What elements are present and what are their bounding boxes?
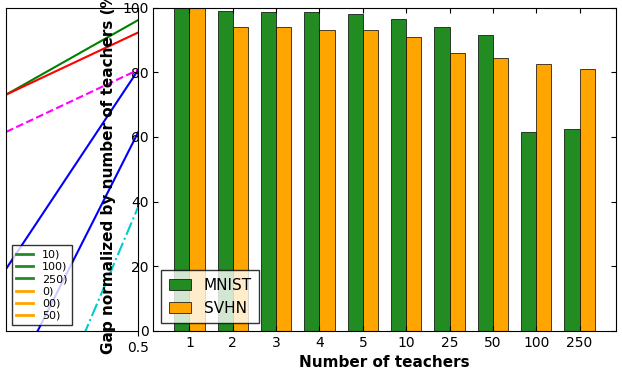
Bar <box>493 58 508 331</box>
Bar <box>391 19 406 331</box>
Y-axis label: Gap normalized by number of teachers (%): Gap normalized by number of teachers (%) <box>101 0 116 353</box>
Bar <box>233 27 248 331</box>
Bar <box>536 64 552 331</box>
Bar <box>434 27 450 331</box>
Bar <box>304 12 320 331</box>
Bar <box>190 8 205 331</box>
Legend: MNIST, SVHN: MNIST, SVHN <box>161 270 259 323</box>
Bar <box>450 53 465 331</box>
Bar <box>564 129 580 331</box>
Bar <box>218 11 233 331</box>
Bar <box>261 12 276 331</box>
Bar <box>363 30 378 331</box>
Bar <box>406 36 421 331</box>
X-axis label: Number of teachers: Number of teachers <box>299 355 470 370</box>
Bar <box>521 132 536 331</box>
Bar <box>580 69 595 331</box>
Bar <box>320 30 335 331</box>
Legend: 10), 100), 250), 0), 00), 50): 10), 100), 250), 0), 00), 50) <box>12 245 72 325</box>
Bar <box>174 8 190 331</box>
Bar <box>478 35 493 331</box>
Bar <box>276 27 291 331</box>
Bar <box>348 14 363 331</box>
